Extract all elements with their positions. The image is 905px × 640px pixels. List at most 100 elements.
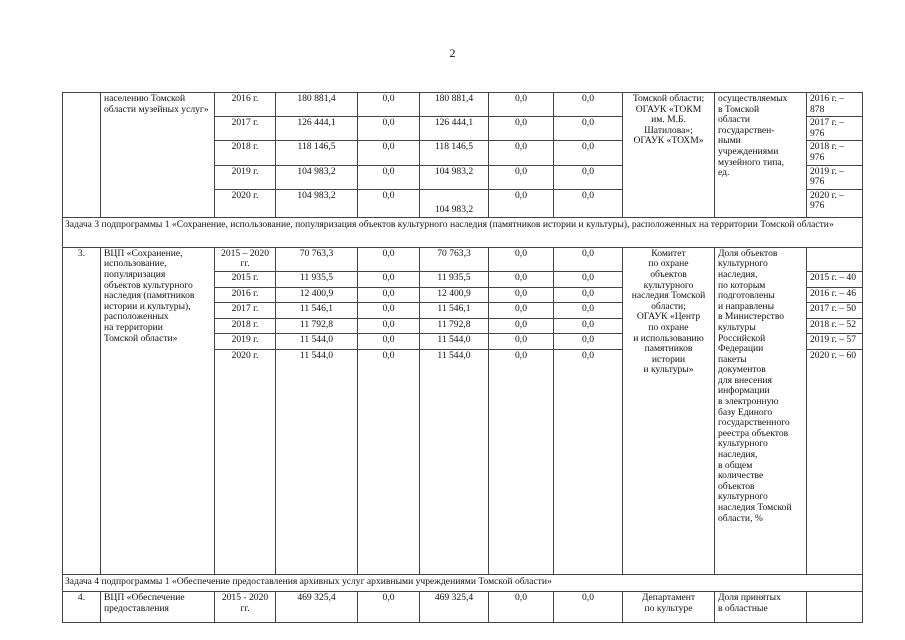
other-amount: 0,0 — [553, 188, 623, 218]
indicator-value: 2016 г. – 878 — [806, 91, 863, 118]
period: 2020 г. — [214, 188, 276, 218]
regional-amount: 12 400,9 — [419, 286, 489, 303]
indicator-value: 2018 г. – 52 — [806, 317, 863, 334]
federal-amount: 0,0 — [357, 116, 420, 142]
federal-amount: 0,0 — [357, 246, 420, 272]
indicator-value: 2019 г. – 976 — [806, 164, 863, 190]
local-amount: 0,0 — [488, 91, 554, 118]
total-amount: 11 935,5 — [275, 270, 358, 288]
indicator-value: 2015 г. – 40 — [806, 270, 863, 288]
federal-amount: 0,0 — [357, 270, 420, 288]
block-3: 3. ВЦП «Сохранение, использование, популя… — [62, 246, 863, 575]
block-4: 4. ВЦП «Обеспечение предоставления 2015 … — [62, 590, 863, 623]
row-number: 4. — [62, 590, 101, 623]
federal-amount: 0,0 — [357, 91, 420, 118]
task-3-section: Задача 3 подпрограммы 1 «Сохранение, исп… — [62, 216, 863, 248]
table-row: 2017 г. 11 546,1 0,0 11 546,1 0,0 0,0 2017 г. … — [63, 301, 863, 319]
local-amount: 0,0 — [488, 301, 554, 319]
table-row: населению Томской области музейных услуг… — [62, 91, 863, 218]
period: 2019 г. — [214, 332, 276, 350]
period: 2015 - 2020 гг. — [214, 590, 276, 623]
program-name: ВЦП «Обеспечение предоставления — [100, 590, 215, 623]
indicator-value — [806, 246, 863, 272]
federal-amount: 0,0 — [357, 317, 420, 334]
other-amount: 0,0 — [553, 590, 623, 623]
local-amount: 0,0 — [488, 188, 554, 218]
period: 2018 г. — [214, 317, 276, 334]
table-row: 2017 г. 126 444,1 0,0 126 444,1 0,0 0,0 2017 г… — [63, 116, 863, 142]
period: 2016 г. — [214, 91, 276, 118]
regional-amount: 11 544,0 — [419, 332, 489, 350]
other-amount: 0,0 — [553, 270, 623, 288]
period: 2015 – 2020 гг. — [214, 246, 276, 272]
table-row: 2019 г. 104 983,2 0,0 104 983,2 0,0 0,0 2019 г… — [63, 164, 863, 190]
indicator-value: 2017 г. – 50 — [806, 301, 863, 319]
indicator-value: 2018 г. – 976 — [806, 140, 863, 166]
federal-amount: 0,0 — [357, 332, 420, 350]
period: 2020 г. — [214, 348, 276, 575]
task-4-section: Задача 4 подпрограммы 1 «Обеспечение пре… — [62, 573, 863, 592]
regional-amount: 469 325,4 — [419, 590, 489, 623]
total-amount: 469 325,4 — [275, 590, 358, 623]
total-amount: 11 544,0 — [275, 348, 358, 575]
indicator-value: 2020 г. – 60 — [806, 348, 863, 575]
table-row: 2018 г. 11 792,8 0,0 11 792,8 0,0 0,0 2018 г. … — [63, 317, 863, 334]
regional-amount: 118 146,5 — [419, 140, 489, 166]
table-row: 2015 г. 11 935,5 0,0 11 935,5 0,0 0,0 2015 г. … — [63, 270, 863, 288]
block-1: населению Томской области музейных услуг… — [62, 91, 863, 218]
table-row: 2018 г. 118 146,5 0,0 118 146,5 0,0 0,0 2018 г… — [63, 140, 863, 166]
executor: Томской области; ОГАУК «ТОКМ им. М.Б. Ша… — [622, 92, 715, 218]
period: 2018 г. — [214, 140, 276, 166]
total-amount: 11 544,0 — [275, 332, 358, 350]
row-number — [62, 92, 101, 218]
other-amount: 0,0 — [553, 348, 623, 575]
period: 2019 г. — [214, 164, 276, 190]
total-amount: 180 881,4 — [275, 91, 358, 118]
indicator-value: 2017 г. – 976 — [806, 116, 863, 142]
table-row: 3. ВЦП «Сохранение, использование, популя… — [62, 246, 863, 575]
indicator: осуществляемых в Томской области государ… — [714, 92, 807, 218]
page-number: 2 — [449, 46, 456, 60]
period: 2017 г. — [214, 301, 276, 319]
other-amount: 0,0 — [553, 140, 623, 166]
total-amount: 118 146,5 — [275, 140, 358, 166]
federal-amount: 0,0 — [357, 590, 420, 623]
regional-amount: 11 792,8 — [419, 317, 489, 334]
regional-amount: 70 763,3 — [419, 246, 489, 272]
other-amount: 0,0 — [553, 317, 623, 334]
total-amount: 104 983,2 — [275, 188, 358, 218]
other-amount: 0,0 — [553, 301, 623, 319]
federal-amount: 0,0 — [357, 140, 420, 166]
other-amount: 0,0 — [553, 116, 623, 142]
period: 2017 г. — [214, 116, 276, 142]
local-amount: 0,0 — [488, 317, 554, 334]
local-amount: 0,0 — [488, 140, 554, 166]
other-amount: 0,0 — [553, 286, 623, 303]
regional-amount: 104 983,2 — [419, 164, 489, 190]
total-amount: 11 792,8 — [275, 317, 358, 334]
other-amount: 0,0 — [553, 91, 623, 118]
total-amount: 70 763,3 — [275, 246, 358, 272]
other-amount: 0,0 — [553, 246, 623, 272]
other-amount: 0,0 — [553, 332, 623, 350]
task-3-heading: Задача 3 подпрограммы 1 «Сохранение, исп… — [62, 216, 863, 248]
federal-amount: 0,0 — [357, 348, 420, 575]
regional-amount: 11 544,0 — [419, 348, 489, 575]
federal-amount: 0,0 — [357, 188, 420, 218]
local-amount: 0,0 — [488, 332, 554, 350]
indicator-value: 2019 г. – 57 — [806, 332, 863, 350]
indicator: Доля объектов культурного наследия, по к… — [714, 246, 807, 575]
period: 2015 г. — [214, 270, 276, 288]
regional-amount: 11 546,1 — [419, 301, 489, 319]
executor: Комитет по охране объектов культурного н… — [622, 246, 715, 575]
federal-amount: 0,0 — [357, 301, 420, 319]
other-amount: 0,0 — [553, 164, 623, 190]
local-amount: 0,0 — [488, 286, 554, 303]
local-amount: 0,0 — [488, 164, 554, 190]
regional-amount: 180 881,4 — [419, 91, 489, 118]
local-amount: 0,0 — [488, 270, 554, 288]
local-amount: 0,0 — [488, 348, 554, 575]
total-amount: 11 546,1 — [275, 301, 358, 319]
regional-amount: 104 983,2 — [419, 188, 489, 218]
indicator: Доля принятых в областные — [714, 590, 807, 623]
